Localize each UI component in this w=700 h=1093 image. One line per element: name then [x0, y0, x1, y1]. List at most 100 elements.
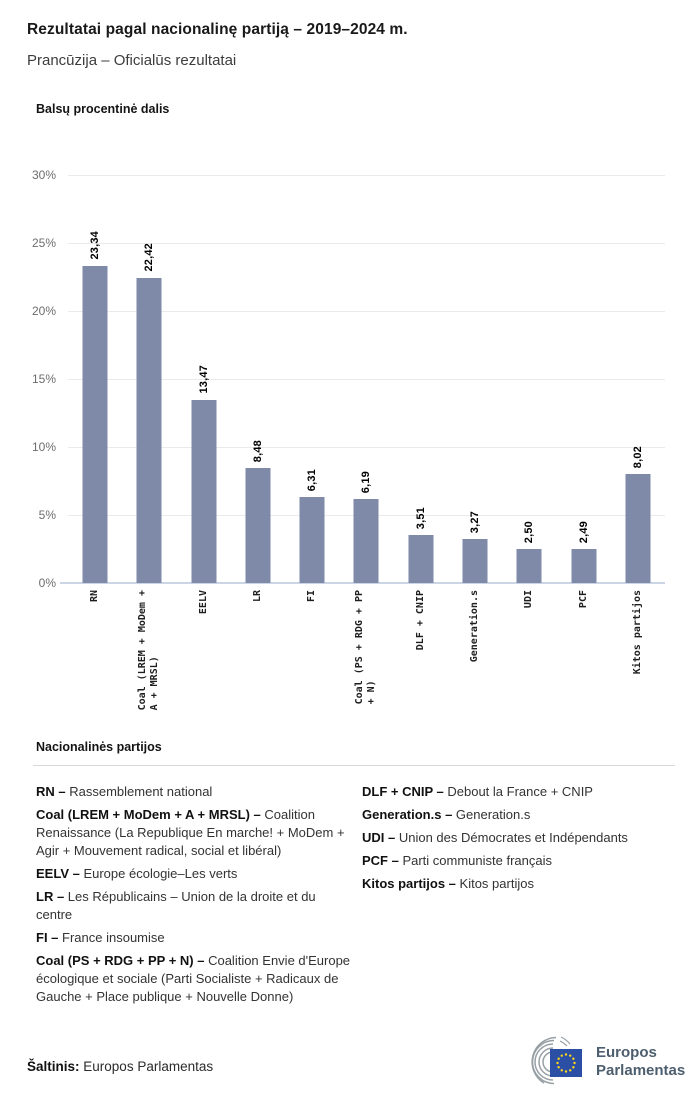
legend-item: Coal (PS + RDG + PP + N) – Coalition Env…	[36, 952, 352, 1006]
bar-column: 8,02	[611, 175, 665, 583]
divider	[33, 765, 675, 766]
legend-item: PCF – Parti communiste français	[362, 852, 677, 870]
legend-item-key: UDI –	[362, 830, 396, 845]
x-tick-label: PCF	[577, 590, 589, 609]
x-tick-label: FI	[306, 590, 318, 603]
eu-star	[573, 1061, 576, 1065]
legend-item: LR – Les Républicains – Union de la droi…	[36, 888, 352, 924]
bar-column: 23,34	[68, 175, 122, 583]
bar	[516, 549, 542, 583]
x-tick-label: Generation.s	[469, 590, 481, 663]
legend-item: EELV – Europe écologie–Les verts	[36, 865, 352, 883]
bar	[353, 499, 379, 583]
y-tick-label: 0%	[38, 576, 56, 590]
legend-item-key: Coal (PS + RDG + PP + N) –	[36, 953, 205, 968]
bar	[82, 266, 108, 583]
bar-value-label: 6,31	[306, 468, 319, 491]
gridline	[68, 447, 665, 448]
eu-star	[560, 1069, 563, 1072]
legend-item-desc: Generation.s	[452, 807, 531, 822]
ep-hemicycle-icon	[531, 1036, 582, 1085]
eu-star	[564, 1070, 568, 1073]
bar	[625, 474, 651, 583]
legend-item-key: Coal (LREM + MoDem + A + MRSL) –	[36, 807, 261, 822]
legend-item-desc: Rassemblement national	[65, 784, 213, 799]
eu-star	[556, 1061, 559, 1065]
ep-logo-line1: Europos	[596, 1044, 657, 1061]
legend-item: RN – Rassemblement national	[36, 783, 352, 801]
legend-item-desc: Debout la France + CNIP	[443, 784, 593, 799]
legend-column-left: RN – Rassemblement national Coal (LREM + …	[36, 783, 352, 1011]
x-tick-label: RN	[89, 590, 101, 603]
x-tick-label: UDI	[523, 590, 535, 609]
bar-value-label: 8,02	[631, 445, 644, 468]
x-tick-label: Kitos partijos	[631, 590, 643, 675]
legend-item-key: FI –	[36, 930, 59, 945]
source-value: Europos Parlamentas	[83, 1059, 214, 1074]
gridline	[68, 243, 665, 244]
legend-item: FI – France insoumise	[36, 929, 352, 947]
eu-star	[569, 1054, 572, 1057]
bar-value-label: 2,50	[523, 520, 536, 543]
legend-item-desc: Union des Démocrates et Indépendants	[395, 830, 628, 845]
legend-item-key: DLF + CNIP –	[362, 784, 444, 799]
eu-star	[557, 1057, 560, 1060]
x-axis-baseline	[60, 582, 665, 584]
eu-star	[564, 1053, 568, 1056]
bar-value-label: 3,51	[414, 506, 427, 529]
legend-heading: Nacionalinės partijos	[36, 740, 162, 754]
page-subtitle: Prancūzija – Oficialūs rezultatai	[27, 52, 237, 69]
legend-item-key: Kitos partijos –	[362, 876, 456, 891]
bar	[245, 468, 271, 583]
bar-value-label: 13,47	[197, 365, 210, 394]
eu-star	[572, 1057, 575, 1060]
bar-chart: 23,34 22,42 13,47 8,48 6,31 6,19 3,51 3,27 2,50 2…	[0, 168, 700, 740]
bar	[299, 497, 325, 583]
european-parliament-logo: Europos Parlamentas	[508, 1036, 685, 1088]
bar	[408, 535, 434, 583]
bar-value-label: 8,48	[251, 439, 264, 462]
bar-value-label: 22,42	[143, 243, 156, 272]
eu-star	[557, 1066, 560, 1069]
y-tick-label: 5%	[38, 508, 56, 522]
y-tick-label: 30%	[31, 168, 56, 182]
eu-flag-icon	[550, 1049, 582, 1077]
ep-logo-line2: Parlamentas	[596, 1062, 686, 1079]
legend-item-desc: Parti communiste français	[398, 853, 553, 868]
legend-item-key: EELV –	[36, 866, 80, 881]
y-tick-label: 15%	[31, 372, 56, 386]
chart-title: Balsų procentinė dalis	[36, 102, 170, 116]
bar-value-label: 6,19	[360, 470, 373, 493]
legend-item-desc: Europe écologie–Les verts	[79, 866, 238, 881]
bar-value-label: 2,49	[577, 520, 590, 543]
legend-item-desc: France insoumise	[58, 930, 165, 945]
chart-plot-area: 23,34 22,42 13,47 8,48 6,31 6,19 3,51 3,27 2,50 2…	[60, 175, 665, 584]
gridline	[68, 175, 665, 176]
bar-column: 3,27	[448, 175, 502, 583]
legend-item-desc: Coalition Envie d'Europe écologique et s…	[36, 953, 351, 1004]
bar	[462, 539, 488, 583]
bar-column: 8,48	[231, 175, 285, 583]
bar-column: 2,49	[556, 175, 610, 583]
legend-item: Generation.s – Generation.s	[362, 806, 677, 824]
bar	[571, 549, 597, 583]
legend-item-desc: Kitos partijos	[455, 876, 534, 891]
x-tick-label: EELV	[197, 590, 209, 615]
bar-column: 6,19	[339, 175, 393, 583]
source-line: Šaltinis: Europos Parlamentas	[27, 1059, 213, 1074]
legend-item-desc: Les Républicains – Union de la droite et…	[36, 889, 316, 922]
bar-column: 2,50	[502, 175, 556, 583]
legend-item: Kitos partijos – Kitos partijos	[362, 875, 677, 893]
y-tick-label: 25%	[31, 236, 56, 250]
bar	[191, 400, 217, 583]
legend-column-right: DLF + CNIP – Debout la France + CNIP Gene…	[362, 783, 677, 898]
bar-column: 3,51	[394, 175, 448, 583]
x-tick-label: DLF + CNIP	[414, 590, 426, 651]
x-axis: RN Coal (LREM + MoDem + A + MRSL) EELV LR FI…	[68, 590, 665, 740]
y-tick-label: 20%	[31, 304, 56, 318]
bar-value-label: 23,34	[89, 231, 102, 260]
bar	[136, 278, 162, 583]
source-label: Šaltinis:	[27, 1059, 80, 1074]
x-tick-label: Coal (LREM + MoDem + A + MRSL)	[137, 590, 161, 711]
bar-value-label: 3,27	[469, 510, 482, 533]
